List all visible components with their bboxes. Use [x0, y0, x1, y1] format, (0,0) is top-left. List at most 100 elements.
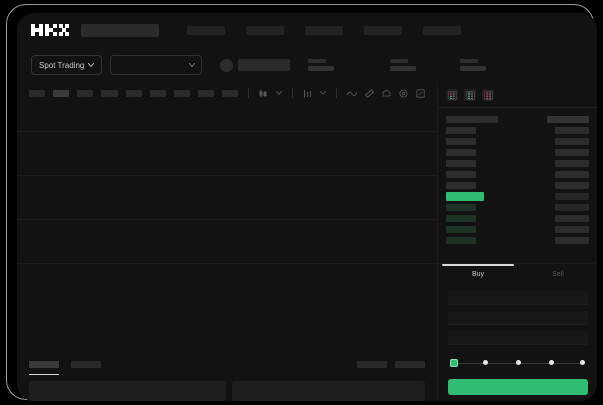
ruler-icon[interactable] — [364, 88, 374, 98]
ob-price — [446, 138, 476, 145]
stat-value — [460, 66, 487, 71]
bottom-action-0[interactable] — [357, 360, 387, 368]
grid-line — [17, 263, 437, 264]
pair-avatar-icon — [220, 58, 234, 72]
order-panel: Buy Sell — [437, 83, 597, 401]
order-book-bid-row[interactable] — [446, 202, 589, 213]
tab-sell[interactable]: Sell — [552, 271, 564, 278]
price-chart[interactable] — [17, 103, 437, 353]
alert-icon[interactable] — [382, 89, 391, 98]
order-book-ask-row[interactable] — [446, 147, 589, 158]
tab-buy[interactable]: Buy — [438, 264, 518, 285]
settings-icon[interactable] — [399, 89, 408, 98]
chevron-down-icon[interactable] — [276, 91, 283, 95]
order-total-input[interactable] — [448, 331, 588, 345]
chevron-down-icon — [189, 63, 196, 67]
order-book-bid-row[interactable] — [446, 224, 589, 235]
chart-toolbar — [17, 83, 437, 103]
order-book-header — [446, 114, 589, 125]
stat-value — [390, 66, 417, 71]
order-book-modes — [438, 83, 597, 107]
order-book-bid-row[interactable] — [446, 213, 589, 224]
ob-size — [555, 182, 589, 189]
sub-header: Spot Trading — [17, 47, 597, 83]
interval-button-8[interactable] — [222, 89, 239, 97]
nav-item-4[interactable] — [423, 25, 461, 35]
slider-step-25[interactable] — [483, 360, 488, 365]
line-tool-icon[interactable] — [346, 90, 357, 97]
interval-button-7[interactable] — [197, 89, 214, 97]
order-price-input[interactable] — [448, 291, 588, 305]
chevron-down-icon — [88, 63, 95, 67]
ob-price — [446, 160, 476, 167]
interval-button-0[interactable] — [29, 89, 46, 97]
interval-button-4[interactable] — [125, 89, 142, 97]
order-book-ask-row[interactable] — [446, 169, 589, 180]
ob-size — [555, 149, 589, 156]
interval-button-6[interactable] — [173, 89, 190, 97]
amount-slider[interactable] — [450, 359, 586, 369]
bottom-tab-1[interactable] — [71, 360, 101, 368]
nav-item-3[interactable] — [364, 25, 402, 35]
interval-button-5[interactable] — [149, 89, 166, 97]
slider-step-50[interactable] — [516, 360, 521, 365]
search-input[interactable] — [81, 23, 159, 37]
toolbar-divider — [336, 88, 337, 98]
bottom-action-1[interactable] — [395, 360, 425, 368]
asks-only-icon[interactable] — [482, 89, 494, 101]
bottom-tab-0[interactable] — [29, 360, 59, 375]
order-book-last-price[interactable] — [446, 191, 589, 202]
stat-label — [308, 59, 327, 63]
app-window: Spot Trading — [17, 13, 597, 401]
ob-size — [555, 171, 589, 178]
order-book-ask-row[interactable] — [446, 180, 589, 191]
device-frame: Spot Trading — [6, 4, 597, 401]
order-book-ask-row[interactable] — [446, 158, 589, 169]
fullscreen-icon[interactable] — [416, 88, 425, 98]
last-price-badge — [446, 192, 484, 201]
trade-side-tabs: Buy Sell — [438, 263, 597, 285]
stat-group-0 — [308, 59, 335, 71]
stat-value — [308, 66, 335, 71]
nav-item-1[interactable] — [246, 25, 284, 35]
candlestick-icon[interactable] — [259, 89, 268, 98]
trading-mode-dropdown[interactable]: Spot Trading — [31, 55, 103, 75]
bottom-panels — [17, 375, 437, 401]
ob-size — [555, 215, 589, 222]
stat-label — [390, 59, 409, 63]
interval-button-1[interactable] — [53, 89, 70, 97]
bottom-panel-right[interactable] — [231, 381, 425, 401]
slider-handle[interactable] — [450, 359, 458, 367]
both-icon[interactable] — [446, 89, 458, 101]
nav-item-0[interactable] — [187, 25, 225, 35]
nav-item-2[interactable] — [305, 25, 343, 35]
order-book[interactable] — [438, 112, 597, 246]
divider — [438, 107, 597, 108]
interval-button-2[interactable] — [77, 89, 94, 97]
volume-series — [17, 308, 437, 353]
ob-size — [555, 226, 589, 233]
submit-order-button[interactable] — [448, 379, 588, 395]
slider-step-100[interactable] — [580, 360, 585, 365]
order-book-ask-row[interactable] — [446, 125, 589, 136]
bids-only-icon[interactable] — [464, 89, 476, 101]
ob-size — [555, 160, 589, 167]
toolbar-divider — [248, 88, 250, 98]
order-amount-input[interactable] — [448, 311, 588, 325]
ob-price — [446, 149, 476, 156]
order-book-bid-row[interactable] — [446, 235, 589, 246]
ob-price — [446, 215, 476, 222]
slider-step-75[interactable] — [549, 360, 554, 365]
okx-logo[interactable] — [31, 24, 69, 36]
chevron-down-icon[interactable] — [320, 91, 327, 95]
ob-header-right — [547, 116, 589, 123]
order-book-ask-row[interactable] — [446, 136, 589, 147]
top-nav — [17, 13, 597, 47]
pair-badge[interactable] — [220, 58, 291, 72]
indicators-icon[interactable] — [303, 89, 312, 98]
bottom-panel-left[interactable] — [29, 381, 226, 401]
pair-select-dropdown[interactable] — [110, 55, 203, 75]
trade-form — [438, 285, 597, 401]
ob-price — [446, 204, 476, 211]
interval-button-3[interactable] — [101, 89, 118, 97]
